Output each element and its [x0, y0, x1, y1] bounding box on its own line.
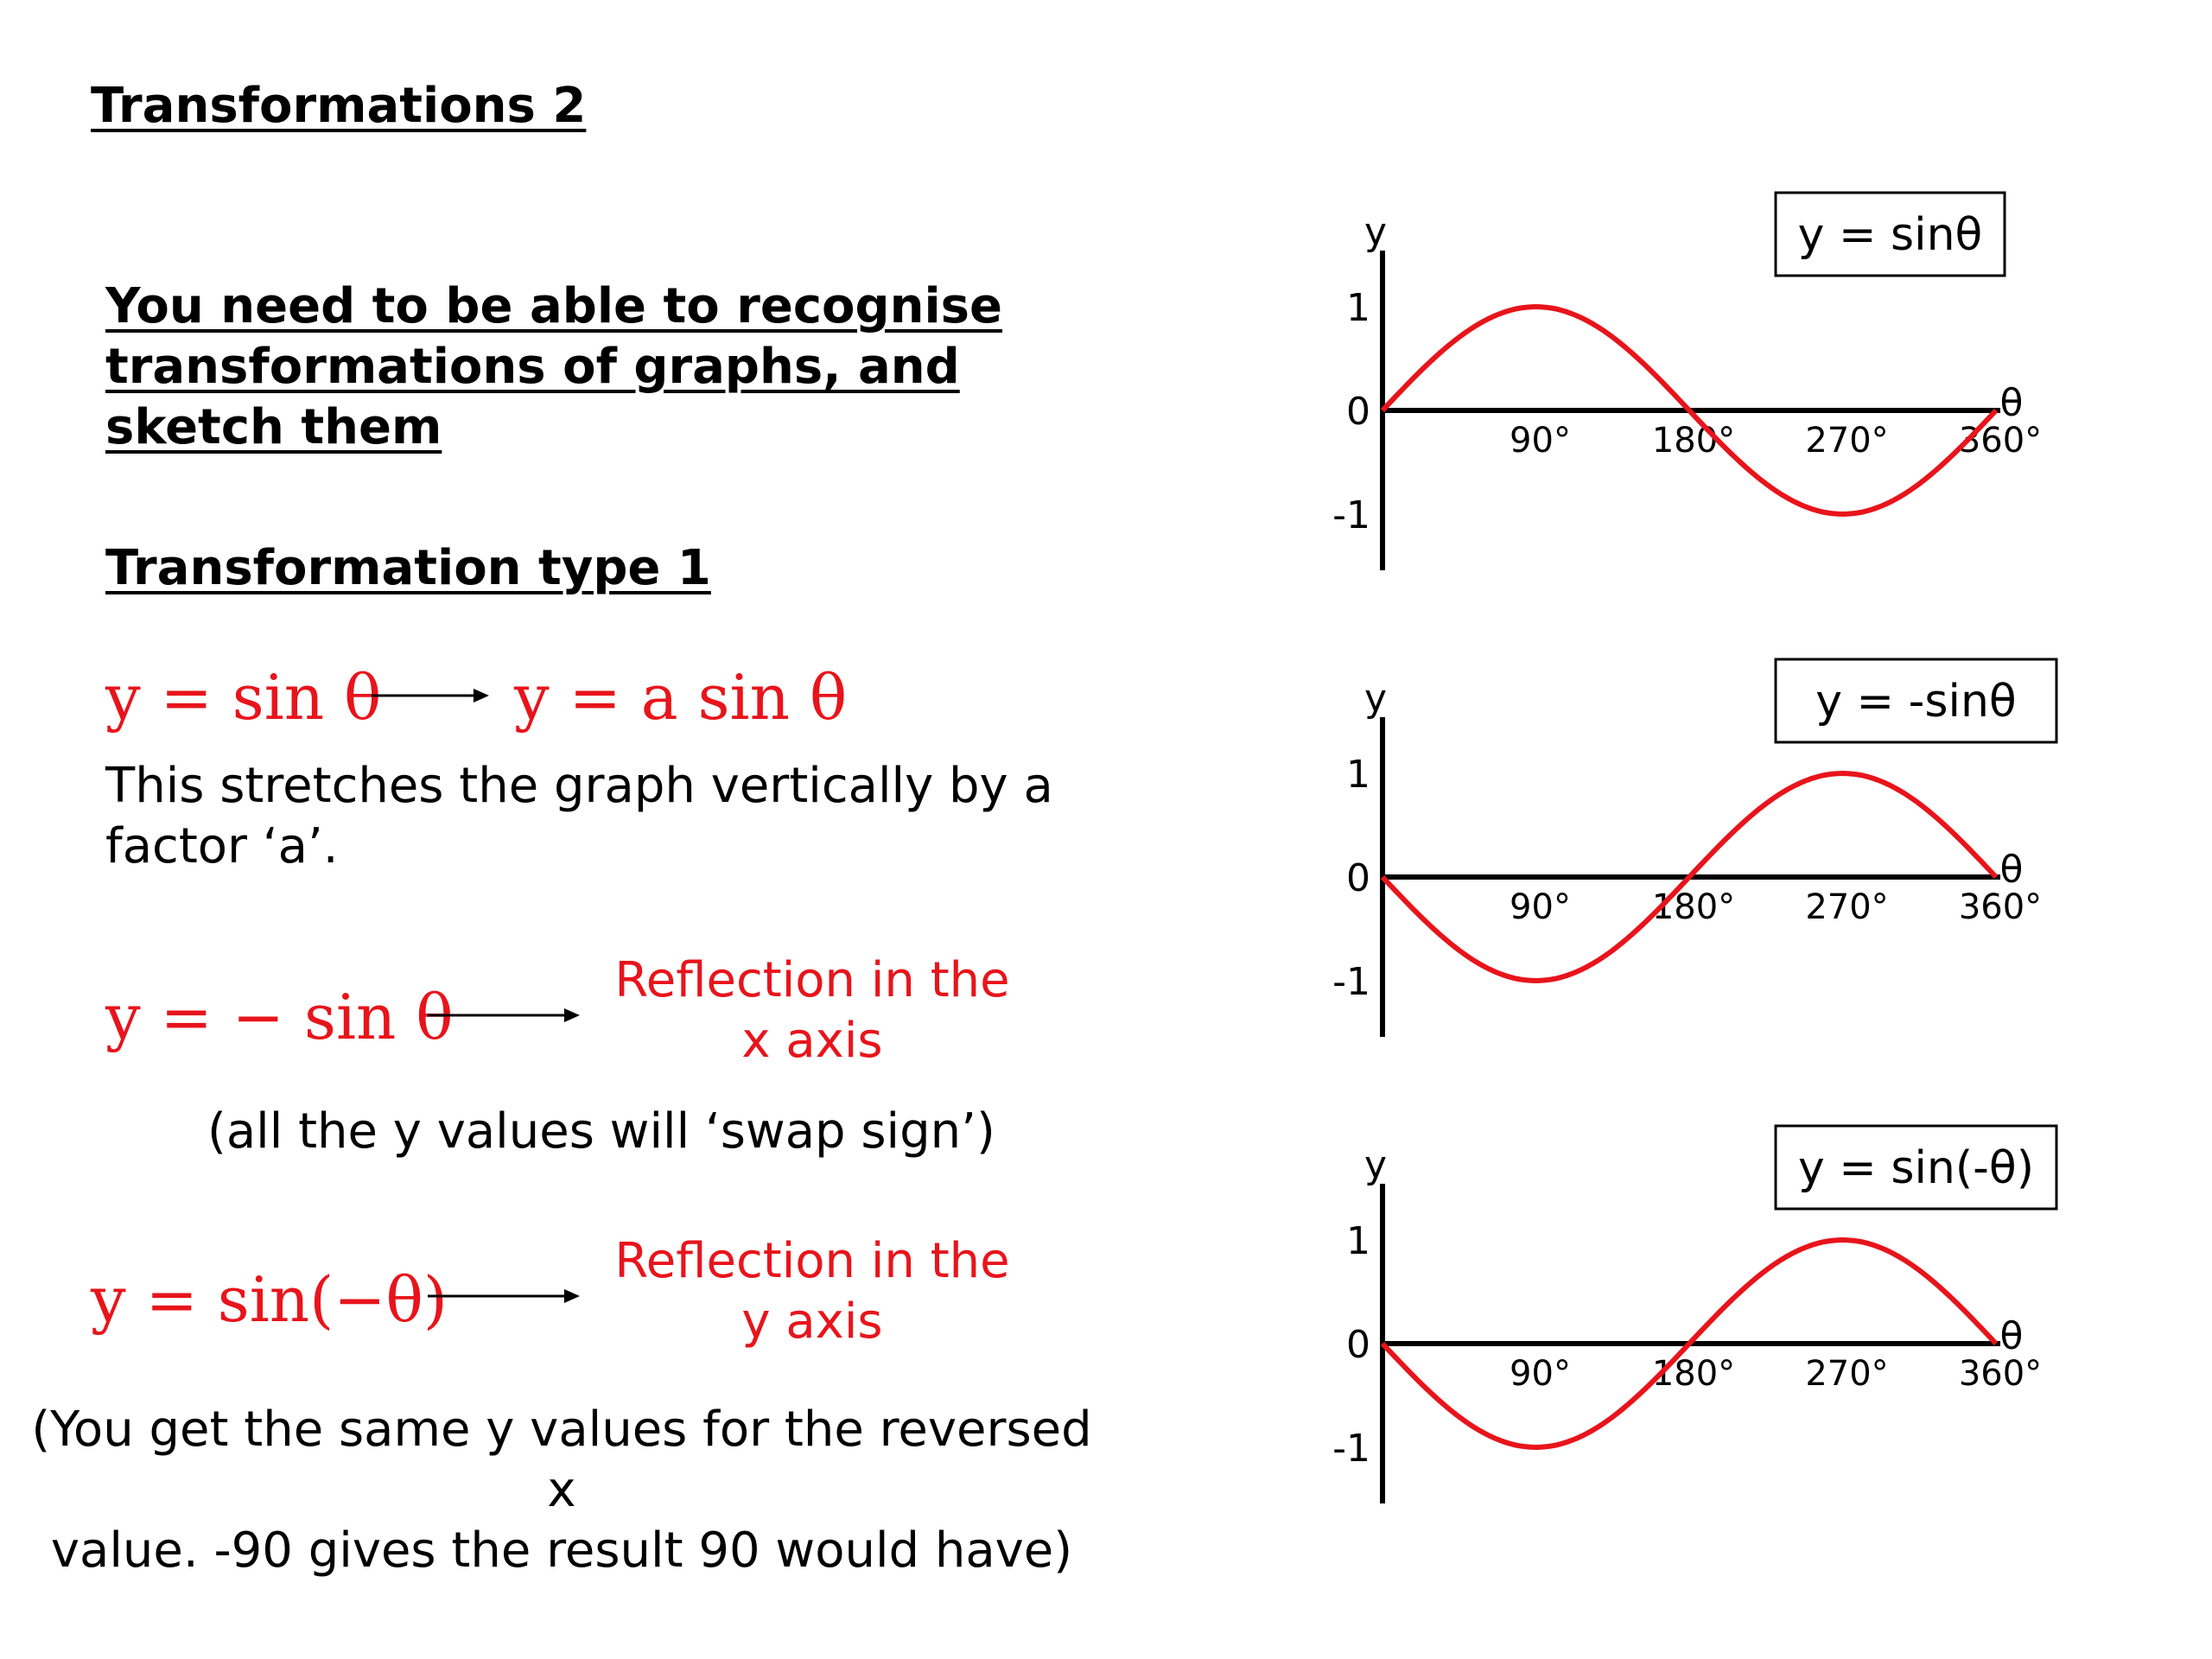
graph1-curve — [1380, 303, 1999, 518]
rule1-rhs: y = a sin θ — [514, 661, 848, 734]
graph1-y-tick-label: -1 — [1332, 493, 1370, 537]
graph3-y-tick-label: 0 — [1346, 1323, 1370, 1367]
rule2-note: (all the y values will ‘swap sign’) — [207, 1103, 995, 1160]
graph1-y-label: y — [1364, 210, 1387, 254]
graph2-y-label: y — [1364, 677, 1387, 721]
graph2-x-tick-label: 360° — [1959, 887, 2042, 927]
graph2-x-tick-label: 270° — [1805, 887, 1888, 927]
graph2-title-box — [1774, 658, 2058, 744]
graph3-y-tick-label: 1 — [1346, 1219, 1370, 1263]
graph3-x-label: θ — [2000, 1314, 2024, 1358]
graph1-x-tick-label: 90° — [1510, 421, 1571, 461]
graph2-x-tick-label: 90° — [1510, 887, 1571, 927]
graph3-title: y = sin(-θ) — [1798, 1142, 2034, 1194]
graph1-x-label: θ — [2000, 381, 2024, 425]
graph3-title-box — [1774, 1124, 2058, 1211]
graph2-curve — [1380, 770, 1999, 984]
intro-text: You need to be able to recognise transfo… — [105, 278, 1002, 455]
rule3-note-line2: value. -90 gives the result 90 would hav… — [50, 1522, 1073, 1579]
graph2-y-tick-label: 0 — [1346, 856, 1370, 900]
rule3-arrow — [428, 1289, 580, 1303]
graph2-y-tick-label: -1 — [1332, 960, 1370, 1004]
rule2-lhs: y = − sin θ — [105, 981, 454, 1053]
graph1-x-tick-label: 270° — [1805, 421, 1888, 461]
rule3-note: (You get the same y values for the rever… — [17, 1400, 1106, 1581]
rule3-result: Reflection in the y axis — [596, 1231, 1028, 1352]
graph2-title: y = -sinθ — [1815, 676, 2016, 728]
graph3-x-tick-label: 270° — [1805, 1354, 1888, 1394]
graph1-x-tick-label: 360° — [1959, 421, 2042, 461]
graph1-x-tick-label: 180° — [1652, 421, 1735, 461]
rule2-result-line1: Reflection in the — [614, 952, 1010, 1008]
graph2-y-tick-label: 1 — [1346, 753, 1370, 797]
graph3-x-tick-label: 360° — [1959, 1354, 2042, 1394]
graph1-title-box — [1774, 191, 2006, 277]
rule3-note-line1: (You get the same y values for the rever… — [31, 1402, 1092, 1518]
rule3-lhs: y = sin(−θ) — [91, 1263, 448, 1336]
graph3-x-tick-label: 180° — [1652, 1354, 1735, 1394]
graph1-y-tick-label: 1 — [1346, 286, 1370, 330]
section-heading: Transformation type 1 — [105, 540, 711, 596]
rule1-lhs: y = sin θ — [105, 661, 382, 734]
graph3-y-tick-label: -1 — [1332, 1427, 1370, 1471]
rule2-result-line2: x axis — [741, 1013, 883, 1069]
graph1-title: y = sinθ — [1798, 209, 1983, 261]
graph3-y-label: y — [1364, 1143, 1387, 1187]
rule2-result: Reflection in the x axis — [596, 950, 1028, 1071]
graph3-curve — [1380, 1236, 1999, 1451]
rule2-arrow — [428, 1008, 580, 1022]
rule1-arrow — [372, 689, 489, 702]
rule3-result-line1: Reflection in the — [614, 1233, 1010, 1289]
rule3-result-line2: y axis — [741, 1294, 883, 1350]
page-title: Transformations 2 — [91, 78, 587, 134]
graph2-x-label: θ — [2000, 848, 2024, 892]
rule1-description: This stretches the graph vertically by a… — [105, 758, 1053, 874]
graph3-x-tick-label: 90° — [1510, 1354, 1571, 1394]
graph1-y-tick-label: 0 — [1346, 390, 1370, 434]
graph2-x-tick-label: 180° — [1652, 887, 1735, 927]
